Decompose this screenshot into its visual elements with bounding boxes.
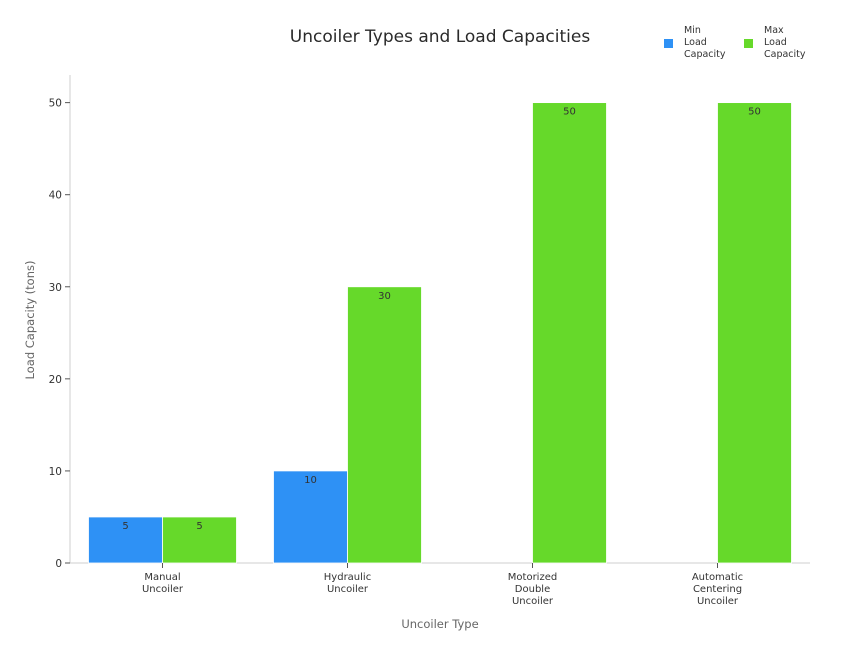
bar-data-label: 30	[378, 291, 391, 302]
bar-data-label: 50	[563, 107, 576, 118]
y-tick-label: 30	[49, 282, 62, 294]
x-tick-label: Hydraulic	[324, 572, 371, 583]
x-tick-label: Uncoiler	[512, 596, 554, 607]
bar	[532, 102, 607, 564]
bar	[347, 286, 422, 564]
bar-data-label: 10	[304, 475, 317, 486]
x-tick-label: Double	[515, 584, 550, 595]
y-tick-label: 50	[49, 98, 62, 110]
legend-swatch	[664, 39, 673, 48]
y-axis-label: Load Capacity (tons)	[23, 261, 37, 380]
legend-label: Max	[764, 25, 784, 36]
y-tick-label: 10	[49, 466, 62, 478]
y-tick-label: 0	[55, 558, 62, 570]
y-tick-label: 40	[49, 190, 62, 202]
chart-title: Uncoiler Types and Load Capacities	[290, 27, 591, 47]
legend-label: Min	[684, 25, 701, 36]
x-axis-label: Uncoiler Type	[401, 617, 478, 631]
y-tick-label: 20	[49, 374, 62, 386]
bar-data-label: 5	[122, 521, 128, 532]
bar	[88, 516, 163, 564]
bar	[273, 470, 348, 564]
bar-data-label: 5	[196, 521, 202, 532]
x-tick-label: Automatic	[692, 572, 743, 583]
bar	[717, 102, 792, 564]
x-tick-label: Uncoiler	[697, 596, 739, 607]
x-tick-label: Motorized	[508, 572, 557, 583]
bar	[162, 516, 237, 564]
legend-swatch	[744, 39, 753, 48]
x-tick-label: Uncoiler	[327, 584, 369, 595]
legend-label: Load	[764, 37, 787, 48]
x-tick-label: Uncoiler	[142, 584, 184, 595]
x-tick-label: Centering	[693, 584, 742, 595]
legend-label: Capacity	[764, 49, 806, 60]
x-tick-label: Manual	[144, 572, 180, 583]
bar-data-label: 50	[748, 107, 761, 118]
legend-label: Capacity	[684, 49, 726, 60]
legend-label: Load	[684, 37, 707, 48]
